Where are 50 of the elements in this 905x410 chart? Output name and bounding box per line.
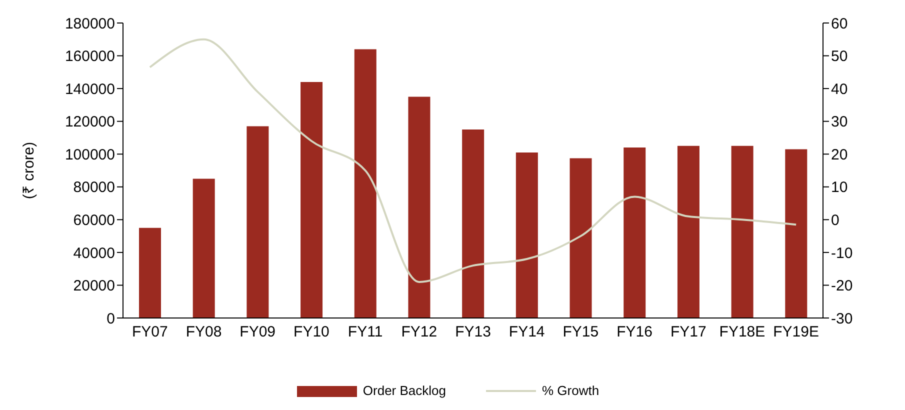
legend-label: Order Backlog: [362, 383, 446, 398]
y2-tick-label: 40: [831, 80, 848, 98]
line-series: [148, 38, 798, 283]
y2-tick-label: -30: [831, 310, 853, 328]
y-tick-label: 60000: [73, 212, 115, 229]
bar: [246, 126, 269, 318]
x-tick-label: FY10: [294, 324, 330, 341]
x-tick-label: FY16: [616, 324, 652, 341]
x-tick-label: FY11: [348, 324, 383, 341]
bar: [785, 149, 808, 318]
x-tick-label: FY12: [401, 324, 438, 341]
y2-tick-label: 30: [831, 114, 848, 131]
y-tick-label: 140000: [64, 80, 115, 98]
x-tick-label: FY17: [670, 324, 706, 341]
y2-tick-label: 50: [831, 48, 848, 66]
x-tick-label: FY15: [562, 324, 599, 341]
bar: [462, 130, 484, 318]
y2-tick-label: 0: [831, 212, 840, 229]
y-tick-label: 0: [106, 310, 115, 328]
y-tick-label: 180000: [64, 15, 115, 32]
x-tick-label: FY19E: [773, 324, 820, 341]
y2-tick-label: 20: [831, 146, 848, 164]
bar: [408, 96, 430, 318]
y-tick-label: 80000: [73, 179, 115, 196]
y-tick-label: 20000: [73, 278, 115, 295]
bar: [192, 178, 215, 318]
y2-tick-label: -10: [831, 244, 853, 262]
y2-tick-label: -20: [831, 278, 853, 295]
bar: [300, 82, 323, 318]
bar: [516, 152, 538, 318]
x-tick-label: FY14: [508, 324, 545, 341]
y2-tick-label: 60: [831, 15, 848, 32]
x-tick-label: FY07: [132, 324, 168, 341]
y-tick-label: 40000: [73, 244, 115, 262]
y-tick-label: 100000: [64, 146, 115, 164]
y-tick-label: 160000: [64, 48, 115, 66]
bar: [570, 158, 592, 318]
bar: [354, 49, 376, 318]
bar: [139, 228, 161, 318]
y-tick-label: 120000: [64, 114, 115, 131]
x-tick-label: FY13: [455, 324, 491, 341]
y-axis-title: (₹ crore): [20, 142, 38, 200]
y2-tick-label: 10: [831, 179, 848, 196]
bar: [677, 146, 700, 318]
x-tick-label: FY18E: [719, 324, 766, 341]
bar: [731, 146, 754, 318]
bar: [624, 148, 646, 318]
legend-label: % Growth: [542, 383, 600, 398]
x-tick-label: FY08: [186, 324, 222, 341]
x-tick-label: FY09: [240, 324, 276, 341]
